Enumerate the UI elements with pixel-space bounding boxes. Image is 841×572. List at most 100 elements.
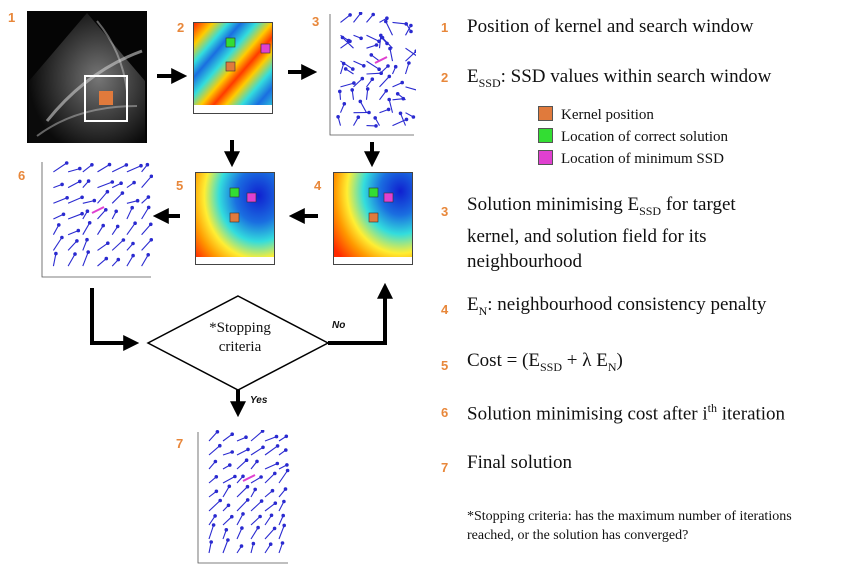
min-ssd-marker (383, 192, 394, 203)
legend-min-ssd: Location of minimum SSD (538, 150, 724, 168)
vector-arrow (250, 500, 262, 512)
vector-arrow (141, 175, 152, 188)
vector-arrow (264, 502, 276, 512)
ultrasound-image (27, 11, 147, 143)
vector-arrow (53, 197, 68, 204)
step-text-6: Solution minimising cost after ith itera… (467, 401, 786, 425)
vector-arrow-head (146, 253, 150, 257)
search-window (84, 75, 128, 122)
vector-arrow-head (409, 23, 413, 28)
panel-number-2: 2 (177, 20, 185, 35)
vector-arrow-head (214, 475, 219, 479)
vector-arrow (264, 445, 278, 456)
vector-arrow-head (358, 11, 363, 16)
vector-arrow-head (90, 163, 94, 167)
vector-arrow-head (275, 444, 280, 448)
vector-arrow (67, 253, 76, 267)
vector-arrow (250, 516, 261, 526)
vector-arrow (250, 446, 264, 456)
vector-arrow-head (384, 19, 388, 24)
vector-arrow-head (387, 97, 392, 102)
vector-arrow-head (359, 36, 363, 41)
correct-swatch (538, 128, 553, 143)
vector-arrow (264, 528, 276, 540)
vector-arrow (67, 240, 78, 251)
vector-arrow-head (119, 181, 123, 186)
vector-arrow (236, 486, 248, 498)
vector-arrow (82, 251, 89, 267)
vector-arrow (141, 239, 152, 251)
vector-arrow-head (280, 541, 285, 545)
vector-arrow-head (73, 252, 77, 256)
vector-arrow (222, 516, 233, 526)
vector-arrow-head (356, 115, 361, 119)
stopping-criteria-footnote: *Stopping criteria: has the maximum numb… (467, 509, 792, 543)
vector-arrow (97, 209, 107, 220)
vector-arrow-head (362, 64, 366, 68)
vector-arrow-head (365, 87, 370, 91)
vector-arrow (340, 14, 351, 23)
vector-arrow (366, 72, 382, 75)
vector-arrow-head (133, 221, 137, 226)
vector-arrow (67, 168, 80, 173)
vector-arrow-head (130, 205, 134, 210)
vector-arrow (52, 224, 60, 235)
vector-arrow (222, 476, 236, 484)
vector-arrow (264, 462, 278, 470)
vector-arrow-head (233, 474, 237, 479)
vector-arrow (126, 200, 138, 204)
vector-arrow-head (131, 241, 135, 246)
vector-arrow-head (388, 46, 392, 51)
vector-arrow-head (227, 484, 232, 489)
vector-arrow (126, 207, 133, 220)
vector-arrow (97, 258, 107, 267)
vector-arrow-head (60, 235, 64, 240)
yes-label: Yes (250, 395, 268, 406)
target-vector (374, 56, 388, 64)
step-number-7: 7 (441, 460, 449, 475)
vector-arrow (52, 253, 57, 267)
vector-arrow-head (253, 487, 258, 492)
vector-arrow-head (104, 256, 109, 261)
vector-arrow-head (78, 179, 82, 184)
kernel-marker (225, 61, 236, 72)
vector-arrows (208, 429, 290, 554)
vector-arrow (97, 191, 108, 204)
vector-arrow-head (121, 238, 126, 242)
vector-arrow-head (258, 514, 262, 519)
min-ssd-swatch (538, 150, 553, 165)
vector-arrow-head (400, 80, 404, 85)
vector-arrows (336, 11, 421, 128)
vector-arrow-head (374, 124, 378, 128)
vector-arrow-head (228, 463, 232, 467)
vector-arrow-head (348, 13, 352, 17)
step-number-5: 5 (441, 358, 449, 373)
vector-arrow-head (348, 39, 352, 44)
step-number-1: 1 (441, 20, 449, 35)
vector-arrow (389, 48, 394, 62)
vector-arrow-head (342, 102, 347, 106)
kernel-marker (99, 91, 113, 105)
vector-arrow-head (57, 223, 61, 227)
vector-arrow-head (341, 61, 346, 66)
vector-arrow-head (101, 223, 105, 228)
vector-arrow (141, 207, 150, 220)
vector-arrow-head (282, 523, 286, 528)
vector-arrow (278, 470, 289, 484)
step-text-5: Cost = (ESSD + λ EN) (467, 350, 623, 374)
vector-arrow (208, 541, 212, 554)
vector-arrow-head (340, 35, 345, 40)
correct-marker (229, 187, 240, 198)
vector-arrow-head (256, 525, 260, 530)
vector-arrow-head (261, 445, 265, 450)
vector-arrow (392, 118, 407, 127)
vector-arrow (353, 12, 362, 23)
vector-arrow-head (105, 189, 110, 194)
vector-arrow (353, 78, 363, 88)
vector-arrow (97, 242, 109, 251)
vector-arrow (399, 113, 407, 126)
stopping-criteria-diamond (146, 295, 330, 391)
vector-arrow-head (272, 526, 277, 531)
vector-arrow-head (64, 161, 69, 165)
vector-arrow (359, 101, 367, 113)
